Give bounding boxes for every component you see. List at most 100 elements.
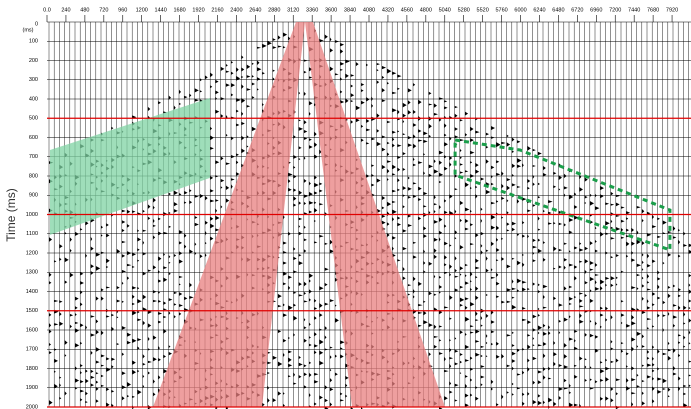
wiggle	[475, 185, 478, 189]
wiggle	[95, 296, 99, 301]
wiggle	[225, 198, 230, 203]
wiggle	[454, 256, 457, 261]
wiggle	[283, 403, 285, 408]
wiggle	[205, 230, 207, 236]
wiggle	[95, 399, 99, 403]
wiggle	[381, 164, 386, 170]
wiggle	[251, 96, 255, 100]
wiggle	[641, 364, 645, 367]
wiggle	[168, 272, 171, 276]
wiggle	[366, 142, 370, 145]
wiggle	[631, 314, 635, 320]
wiggle	[303, 201, 307, 206]
wiggle	[579, 242, 582, 246]
wiggle	[54, 358, 59, 363]
wiggle	[173, 314, 176, 319]
x-tick-label: 7200	[609, 7, 621, 13]
wiggle	[132, 294, 135, 299]
wiggle	[387, 68, 392, 74]
wiggle	[522, 392, 525, 397]
wiggle	[569, 302, 572, 306]
wiggle	[537, 331, 540, 335]
wiggle	[428, 210, 431, 215]
wiggle	[413, 295, 415, 299]
wiggle	[283, 32, 288, 37]
wiggle	[413, 276, 416, 282]
wiggle	[246, 145, 249, 148]
wiggle	[413, 163, 417, 167]
wiggle	[402, 205, 405, 209]
wiggle	[636, 206, 641, 209]
wiggle	[168, 261, 171, 264]
wiggle	[90, 375, 95, 380]
wiggle	[647, 264, 651, 268]
wiggle	[439, 339, 442, 342]
wiggle	[392, 143, 395, 148]
wiggle	[303, 238, 307, 242]
wiggle	[69, 237, 72, 242]
wiggle	[470, 301, 475, 307]
wiggle	[459, 353, 463, 356]
wiggle	[137, 286, 140, 290]
wiggle	[303, 70, 307, 74]
wiggle	[205, 253, 207, 258]
wiggle	[626, 365, 628, 368]
wiggle	[454, 268, 457, 273]
wiggle	[584, 365, 587, 369]
wiggle	[345, 375, 349, 380]
wiggle	[314, 207, 318, 213]
wiggle	[210, 223, 215, 229]
wiggle	[501, 216, 504, 219]
wiggle	[688, 243, 691, 248]
y-tick-label: 1100	[26, 231, 38, 237]
wiggle	[470, 186, 472, 190]
wiggle	[199, 90, 203, 93]
wiggle	[444, 224, 447, 228]
wiggle	[537, 283, 540, 287]
wiggle	[288, 357, 292, 363]
x-tick-label: 4560	[401, 7, 413, 13]
wiggle	[543, 165, 546, 171]
wiggle	[309, 372, 312, 378]
wiggle	[329, 402, 333, 407]
wiggle	[376, 178, 381, 183]
wiggle	[158, 217, 161, 221]
wiggle	[641, 218, 644, 223]
wiggle	[314, 332, 317, 337]
wiggle	[54, 383, 58, 389]
wiggle	[501, 171, 504, 176]
wiggle	[153, 197, 156, 203]
wiggle	[532, 282, 536, 286]
wiggle	[137, 248, 140, 252]
wiggle	[532, 336, 535, 341]
wiggle	[511, 227, 515, 232]
wiggle	[688, 360, 691, 363]
wiggle	[589, 201, 595, 206]
wiggle	[80, 363, 83, 368]
wiggle	[485, 333, 488, 339]
wiggle	[314, 344, 319, 348]
wiggle	[475, 286, 479, 292]
wiggle	[184, 296, 188, 301]
wiggle	[605, 377, 609, 382]
wiggle	[433, 248, 437, 254]
wiggle	[449, 381, 452, 386]
wiggle	[662, 352, 667, 356]
wiggle	[563, 353, 568, 359]
wiggle	[657, 217, 660, 221]
wiggle	[236, 172, 240, 176]
wiggle	[90, 350, 93, 356]
wiggle	[522, 197, 527, 201]
wiggle	[496, 354, 500, 359]
wiggle	[298, 119, 301, 122]
wiggle	[158, 256, 162, 261]
y-tick-label: 1300	[26, 270, 38, 276]
wiggle	[309, 201, 314, 205]
wiggle	[688, 342, 691, 345]
wiggle	[387, 152, 390, 157]
wiggle	[673, 372, 677, 376]
wiggle	[428, 291, 432, 296]
wiggle	[470, 150, 475, 155]
y-tick-label: 800	[29, 173, 38, 179]
wiggle	[340, 62, 345, 66]
